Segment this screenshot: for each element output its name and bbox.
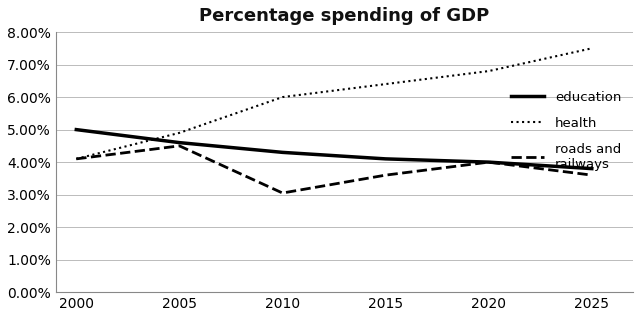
Legend: education, health, roads and
railways: education, health, roads and railways	[506, 86, 627, 176]
Title: Percentage spending of GDP: Percentage spending of GDP	[199, 7, 490, 25]
